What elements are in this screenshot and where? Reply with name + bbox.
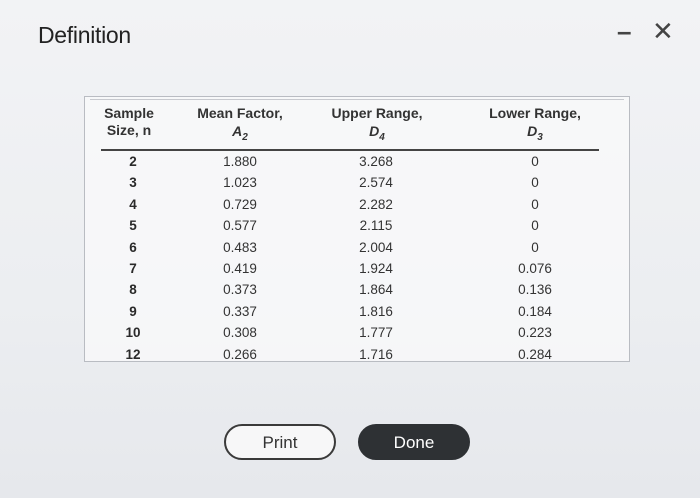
cell-sample-size: 4 (129, 196, 137, 212)
table-top-rule (90, 99, 624, 100)
cell-lower-range-d3: 0.223 (518, 325, 552, 341)
cell-mean-factor-a2: 0.729 (223, 196, 257, 212)
header-sample-size-line1: Sample (104, 105, 154, 121)
cell-upper-range-d4: 1.924 (359, 260, 393, 276)
cell-lower-range-d3: 0.136 (518, 282, 552, 298)
header-mean-factor: Mean Factor, A2 (185, 105, 295, 146)
cell-lower-range-d3: 0 (531, 196, 539, 212)
header-mean-factor-symbol: A2 (232, 123, 248, 143)
cell-lower-range-d3: 0.184 (518, 303, 552, 319)
minimize-icon[interactable]: – (617, 16, 632, 46)
cell-lower-range-d3: 0 (531, 218, 539, 234)
close-icon[interactable]: ✕ (652, 16, 674, 46)
table-row: 5 0.577 2.115 0 (85, 215, 631, 236)
control-chart-factors-table: Sample Size, n Mean Factor, A2 Upper Ran… (84, 96, 630, 362)
header-sample-size-line2: Size, n (106, 122, 152, 138)
cell-sample-size: 3 (129, 175, 137, 191)
cell-mean-factor-a2: 0.308 (223, 325, 257, 341)
cell-upper-range-d4: 2.574 (359, 175, 393, 191)
cell-mean-factor-a2: 1.880 (223, 154, 257, 169)
cell-sample-size: 5 (129, 218, 137, 234)
header-lower-range-label: Lower Range, (489, 105, 581, 121)
header-upper-range-symbol: D4 (369, 123, 385, 143)
cell-lower-range-d3: 0 (531, 175, 539, 191)
cell-upper-range-d4: 1.716 (359, 346, 393, 362)
table-row: 3 1.023 2.574 0 (85, 172, 631, 193)
cell-upper-range-d4: 3.268 (359, 154, 393, 169)
cell-sample-size: 9 (129, 303, 137, 319)
cell-sample-size: 2 (129, 154, 137, 169)
table-row: 7 0.419 1.924 0.076 (85, 258, 631, 279)
cell-mean-factor-a2: 0.266 (223, 346, 257, 362)
cell-mean-factor-a2: 0.373 (223, 282, 257, 298)
dialog-title: Definition (38, 22, 131, 48)
cell-mean-factor-a2: 0.337 (223, 303, 257, 319)
cell-upper-range-d4: 2.115 (359, 218, 393, 234)
cell-sample-size: 8 (129, 282, 137, 298)
cell-upper-range-d4: 2.282 (359, 196, 393, 212)
table-row: 12 0.266 1.716 0.284 (85, 344, 631, 365)
cell-sample-size: 6 (129, 239, 137, 255)
table-body: 2 1.880 3.268 0 3 1.023 2.574 0 4 0.729 2.282 0 5… (85, 151, 631, 365)
cell-upper-range-d4: 1.816 (359, 303, 393, 319)
header-upper-range: Upper Range, D4 (322, 105, 432, 146)
cell-mean-factor-a2: 0.577 (223, 218, 257, 234)
cell-upper-range-d4: 2.004 (359, 239, 393, 255)
cell-upper-range-d4: 1.777 (359, 325, 393, 341)
header-lower-range-symbol: D3 (527, 123, 543, 143)
cell-upper-range-d4: 1.864 (359, 282, 393, 298)
cell-lower-range-d3: 0 (531, 239, 539, 255)
cell-sample-size: 12 (125, 346, 141, 362)
print-button[interactable]: Print (224, 424, 336, 460)
cell-sample-size: 7 (129, 260, 137, 276)
header-sample-size: Sample Size, n (93, 105, 165, 139)
table-row: 10 0.308 1.777 0.223 (85, 322, 631, 343)
cell-mean-factor-a2: 0.483 (223, 239, 257, 255)
header-divider (101, 149, 599, 151)
cell-lower-range-d3: 0 (531, 154, 539, 169)
cell-lower-range-d3: 0.076 (518, 260, 552, 276)
cell-lower-range-d3: 0.284 (518, 346, 552, 362)
header-mean-factor-label: Mean Factor, (197, 105, 283, 121)
table-row: 8 0.373 1.864 0.136 (85, 279, 631, 300)
table-row: 6 0.483 2.004 0 (85, 237, 631, 258)
header-upper-range-label: Upper Range, (331, 105, 423, 121)
cell-sample-size: 10 (125, 325, 141, 341)
table-row: 2 1.880 3.268 0 (85, 151, 631, 172)
table-row: 4 0.729 2.282 0 (85, 194, 631, 215)
header-lower-range: Lower Range, D3 (465, 105, 605, 146)
done-button[interactable]: Done (358, 424, 470, 460)
table-row: 9 0.337 1.816 0.184 (85, 301, 631, 322)
cell-mean-factor-a2: 0.419 (223, 260, 257, 276)
cell-mean-factor-a2: 1.023 (223, 175, 257, 191)
